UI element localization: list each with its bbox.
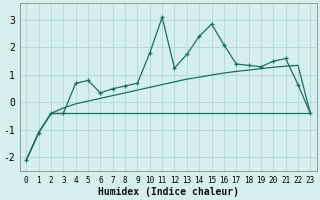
X-axis label: Humidex (Indice chaleur): Humidex (Indice chaleur) [98,186,239,197]
